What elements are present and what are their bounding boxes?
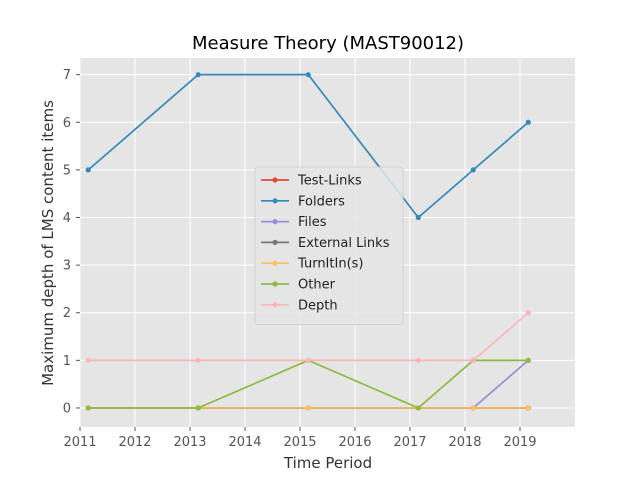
legend-box [254,166,404,326]
x-tick-label: 2019 [503,435,536,450]
data-point [525,357,531,363]
legend-item: External Links [261,236,390,251]
data-point [470,357,476,363]
x-tick-label: 2012 [118,435,151,450]
data-point [415,214,421,221]
series-folders [85,72,531,221]
legend-swatch-marker [272,281,278,287]
legend-label: Folders [298,194,345,209]
legend-swatch-marker [272,260,278,266]
legend-label: External Links [298,236,390,251]
data-point [525,405,531,411]
data-point [305,72,311,78]
data-point [525,119,531,125]
data-point [85,405,91,411]
y-tick-label: 3 [63,259,71,274]
data-point [470,405,476,411]
chart-title: Measure Theory (MAST90012) [192,33,464,54]
legend-item: TurnItIn(s) [261,257,363,272]
x-tick-label: 2015 [283,435,316,450]
series-depth [85,310,531,363]
legend-label: Test-Links [297,174,362,189]
legend-label: TurnItIn(s) [297,257,363,272]
y-tick-label: 1 [63,354,71,369]
legend-label: Other [298,278,336,293]
data-point [305,405,311,411]
x-axis-label: Time Period [283,454,372,472]
legend: Test-Links Folders Files External Links Turn… [254,166,404,326]
legend-item: Files [261,215,327,230]
legend-item: Folders [261,194,345,209]
legend-swatch-marker [272,239,278,245]
y-axis: 0 1 2 3 4 5 6 7 [63,68,80,416]
x-axis: 2011 2012 2013 2014 2015 2016 2017 2018 2019 [63,427,537,450]
y-tick-label: 4 [63,211,71,226]
x-tick-label: 2011 [63,435,96,450]
legend-item: Test-Links [261,174,362,189]
y-tick-label: 6 [63,116,71,131]
x-tick-label: 2014 [228,435,261,450]
y-tick-label: 2 [63,306,71,321]
x-tick-label: 2016 [338,435,371,450]
y-tick-label: 7 [63,68,71,83]
data-point [415,405,421,411]
legend-label: Depth [298,298,338,313]
data-point [305,357,311,363]
y-tick-label: 0 [63,401,71,416]
legend-swatch-marker [272,198,278,204]
series-line [88,312,529,362]
data-point [195,405,201,411]
series-line [87,73,529,219]
x-tick-label: 2017 [393,435,426,450]
data-point [85,357,91,363]
data-point [195,72,201,78]
legend-item: Depth [261,298,338,313]
data-point [525,310,531,316]
legend-label: Files [298,215,327,230]
legend-swatch-marker [272,219,278,225]
data-point [470,167,476,173]
data-point [415,357,421,363]
x-tick-label: 2013 [173,435,206,450]
series-line [88,359,529,409]
data-point [85,167,91,173]
x-tick-label: 2018 [448,435,481,450]
y-tick-label: 5 [63,163,71,178]
y-axis-label: Maximum depth of LMS content items [39,100,57,386]
legend-swatch-marker [272,302,278,308]
legend-swatch-marker [272,177,278,183]
legend-item: Other [261,278,336,293]
data-point [195,357,201,363]
series-layer [85,72,531,411]
